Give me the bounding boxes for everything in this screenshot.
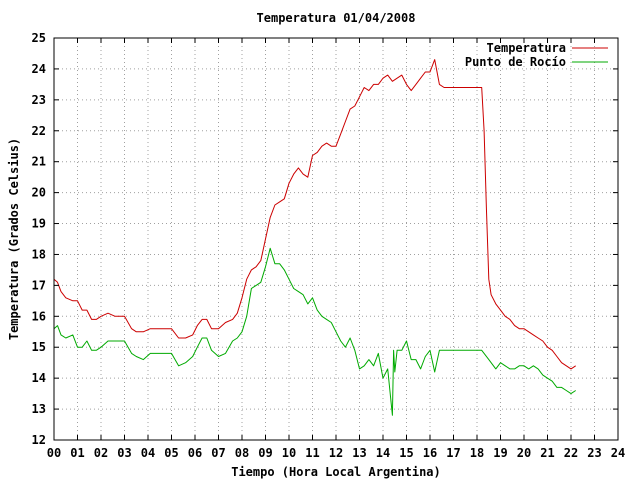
y-tick-label: 20 [32,186,46,200]
x-tick-label: 13 [352,446,366,460]
x-tick-label: 12 [329,446,343,460]
x-tick-label: 08 [235,446,249,460]
y-tick-label: 15 [32,340,46,354]
x-tick-label: 10 [282,446,296,460]
y-tick-label: 22 [32,124,46,138]
x-tick-label: 05 [164,446,178,460]
series-line-temperatura [53,59,576,370]
y-tick-label: 16 [32,309,46,323]
x-tick-label: 23 [587,446,601,460]
y-tick-label: 18 [32,247,46,261]
legend: Temperatura Punto de Rocío [465,41,608,69]
x-tick-label: 06 [188,446,202,460]
x-tick-label: 14 [376,446,390,460]
x-tick-label: 02 [94,446,108,460]
x-tick-label: 21 [540,446,554,460]
x-axis-label: Tiempo (Hora Local Argentina) [231,465,441,479]
x-tick-label: 18 [470,446,484,460]
grid [54,38,618,440]
x-tick-label: 24 [611,446,625,460]
x-tick-label: 00 [47,446,61,460]
x-tick-label: 15 [399,446,413,460]
y-tick-label: 19 [32,217,46,231]
x-tick-label: 03 [117,446,131,460]
x-tick-label: 11 [305,446,319,460]
series-line-punto-de-rocio [53,247,576,416]
y-tick-label: 12 [32,433,46,447]
x-tick-label: 04 [141,446,155,460]
chart-title: Temperatura 01/04/2008 [257,11,416,25]
x-tick-label: 17 [446,446,460,460]
x-tick-label: 01 [70,446,84,460]
y-tick-label: 21 [32,155,46,169]
y-axis-ticks: 12 13 14 15 16 17 18 19 20 21 22 23 24 25 [32,31,618,447]
y-tick-label: 25 [32,31,46,45]
x-tick-label: 07 [211,446,225,460]
x-tick-label: 20 [517,446,531,460]
x-axis-ticks: 00 01 02 03 04 05 06 07 08 09 10 11 12 13 14 15 16 17 18 19… [47,38,625,460]
y-tick-label: 24 [32,62,46,76]
legend-label-temperatura: Temperatura [487,41,566,55]
x-tick-label: 16 [423,446,437,460]
legend-label-punto-de-rocio: Punto de Rocío [465,55,566,69]
y-tick-label: 14 [32,371,46,385]
x-tick-label: 22 [564,446,578,460]
x-tick-label: 09 [258,446,272,460]
y-tick-label: 23 [32,93,46,107]
y-tick-label: 17 [32,278,46,292]
series-lines [53,59,576,416]
x-tick-label: 19 [493,446,507,460]
y-axis-label: Temperatura (Grados Celsius) [7,138,21,340]
y-tick-label: 13 [32,402,46,416]
